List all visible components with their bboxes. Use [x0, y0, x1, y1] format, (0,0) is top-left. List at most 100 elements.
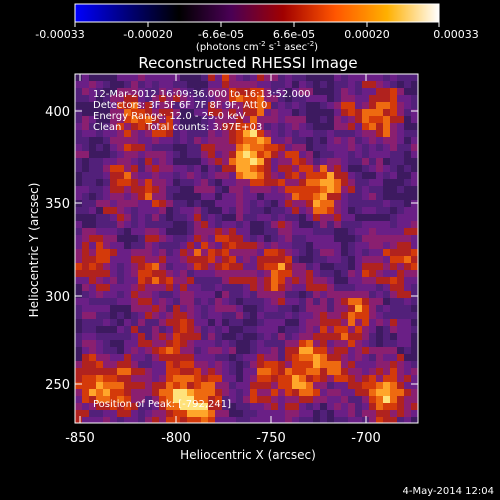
image-pixel — [313, 354, 320, 361]
image-pixel — [271, 102, 278, 109]
image-pixel — [201, 277, 208, 284]
image-pixel — [103, 270, 110, 277]
image-pixel — [257, 396, 264, 403]
image-pixel — [103, 256, 110, 263]
image-pixel — [306, 354, 313, 361]
image-pixel — [75, 109, 82, 116]
image-pixel — [257, 361, 264, 368]
image-pixel — [222, 165, 229, 172]
image-pixel — [299, 144, 306, 151]
image-pixel — [355, 207, 362, 214]
image-pixel — [96, 263, 103, 270]
image-pixel — [229, 375, 236, 382]
image-pixel — [159, 109, 166, 116]
image-pixel — [390, 123, 397, 130]
image-pixel — [257, 165, 264, 172]
image-pixel — [250, 340, 257, 347]
image-pixel — [173, 382, 180, 389]
image-pixel — [369, 312, 376, 319]
image-pixel — [334, 347, 341, 354]
image-pixel — [236, 221, 243, 228]
image-pixel — [320, 284, 327, 291]
image-pixel — [82, 333, 89, 340]
image-pixel — [159, 270, 166, 277]
image-pixel — [250, 417, 257, 423]
image-pixel — [383, 368, 390, 375]
image-pixel — [222, 389, 229, 396]
image-pixel — [271, 109, 278, 116]
image-pixel — [355, 88, 362, 95]
image-pixel — [369, 88, 376, 95]
image-pixel — [278, 256, 285, 263]
image-pixel — [299, 410, 306, 417]
image-pixel — [271, 396, 278, 403]
image-pixel — [292, 410, 299, 417]
image-pixel — [271, 368, 278, 375]
image-pixel — [75, 228, 82, 235]
image-pixel — [285, 340, 292, 347]
image-pixel — [194, 137, 201, 144]
image-pixel — [103, 263, 110, 270]
image-pixel — [383, 130, 390, 137]
x-axis-ticks — [79, 74, 367, 423]
image-pixel — [390, 151, 397, 158]
image-pixel — [404, 361, 411, 368]
image-pixel — [138, 95, 145, 102]
image-pixel — [117, 312, 124, 319]
image-pixel — [236, 123, 243, 130]
image-pixel — [152, 172, 159, 179]
image-pixel — [397, 396, 404, 403]
image-pixel — [201, 389, 208, 396]
image-pixel — [327, 158, 334, 165]
image-pixel — [264, 116, 271, 123]
image-pixel — [145, 382, 152, 389]
image-pixel — [320, 214, 327, 221]
image-pixel — [348, 186, 355, 193]
image-pixel — [376, 312, 383, 319]
image-pixel — [222, 95, 229, 102]
image-pixel — [341, 354, 348, 361]
image-pixel — [404, 228, 411, 235]
image-pixel — [355, 382, 362, 389]
image-pixel — [278, 158, 285, 165]
image-pixel — [138, 263, 145, 270]
image-pixel — [131, 144, 138, 151]
image-pixel — [222, 326, 229, 333]
image-pixel — [334, 88, 341, 95]
image-pixel — [355, 347, 362, 354]
image-pixel — [390, 396, 397, 403]
image-pixel — [117, 186, 124, 193]
image-pixel — [215, 382, 222, 389]
image-pixel — [411, 277, 418, 284]
image-pixel — [285, 214, 292, 221]
image-pixel — [292, 158, 299, 165]
image-pixel — [355, 151, 362, 158]
image-pixel — [390, 389, 397, 396]
image-pixel — [271, 312, 278, 319]
image-pixel — [180, 130, 187, 137]
image-pixel — [201, 221, 208, 228]
image-pixel — [313, 158, 320, 165]
image-pixel — [320, 312, 327, 319]
image-pixel — [334, 165, 341, 172]
image-pixel — [264, 74, 271, 81]
image-pixel — [292, 207, 299, 214]
image-pixel — [404, 410, 411, 417]
image-pixel — [348, 116, 355, 123]
image-pixel — [208, 382, 215, 389]
image-pixel — [306, 277, 313, 284]
image-pixel — [159, 200, 166, 207]
image-pixel — [110, 396, 117, 403]
image-pixel — [75, 340, 82, 347]
image-pixel — [257, 109, 264, 116]
image-pixel — [229, 102, 236, 109]
image-pixel — [411, 144, 418, 151]
image-pixel — [334, 109, 341, 116]
image-pixel — [313, 312, 320, 319]
image-pixel — [208, 137, 215, 144]
image-pixel — [89, 396, 96, 403]
image-pixel — [341, 137, 348, 144]
image-pixel — [75, 256, 82, 263]
image-pixel — [89, 81, 96, 88]
image-pixel — [292, 291, 299, 298]
